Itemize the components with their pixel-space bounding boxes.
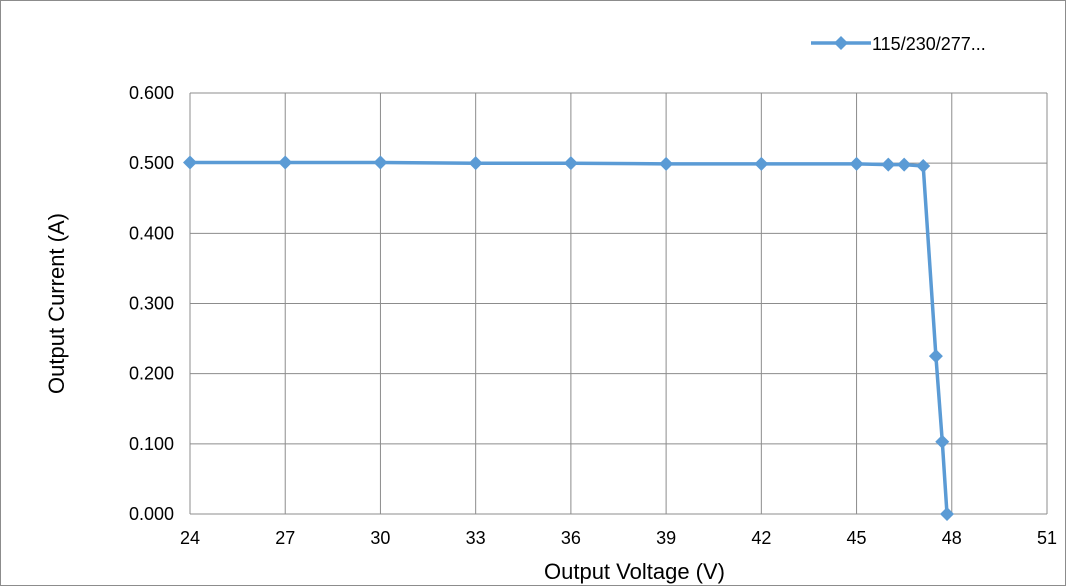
legend-marker [834,36,848,50]
data-point [563,156,578,171]
y-tick-label: 0.000 [129,504,174,524]
data-point [881,157,896,172]
y-axis-title: Output Current (A) [44,213,69,394]
series-line [190,160,949,515]
x-axis-title: Output Voltage (V) [544,559,725,584]
x-tick-label: 27 [275,528,295,548]
data-point [897,157,912,172]
data-point [928,349,943,364]
y-tick-label: 0.600 [129,83,174,103]
x-tick-label: 36 [561,528,581,548]
data-point [940,507,955,521]
x-tick-label: 48 [942,528,962,548]
y-tick-label: 0.500 [129,153,174,173]
data-point [659,156,674,171]
legend-label: 115/230/277... [872,34,986,54]
x-tick-label: 42 [751,528,771,548]
x-tick-label: 39 [656,528,676,548]
data-point [373,155,388,170]
y-tick-label: 0.400 [129,223,174,243]
x-tick-label: 24 [180,528,200,548]
data-point [278,155,293,170]
data-point [916,158,931,173]
data-point [935,434,950,449]
y-tick-labels: 0.000 0.100 0.200 0.300 0.400 0.500 0.600 [129,83,174,524]
y-tick-label: 0.300 [129,294,174,314]
x-tick-labels: 24 27 30 33 36 39 42 45 48 51 [180,528,1057,548]
y-tick-label: 0.200 [129,364,174,384]
data-point [183,155,197,170]
x-tick-label: 33 [466,528,486,548]
x-tick-label: 45 [847,528,867,548]
x-tick-label: 30 [370,528,390,548]
grid [189,92,1048,515]
y-tick-label: 0.100 [129,434,174,454]
data-point [849,156,864,171]
legend: 115/230/277... [811,34,986,54]
x-tick-label: 51 [1037,528,1057,548]
series-layer [183,155,955,521]
data-point [754,156,769,171]
data-point [468,156,483,171]
